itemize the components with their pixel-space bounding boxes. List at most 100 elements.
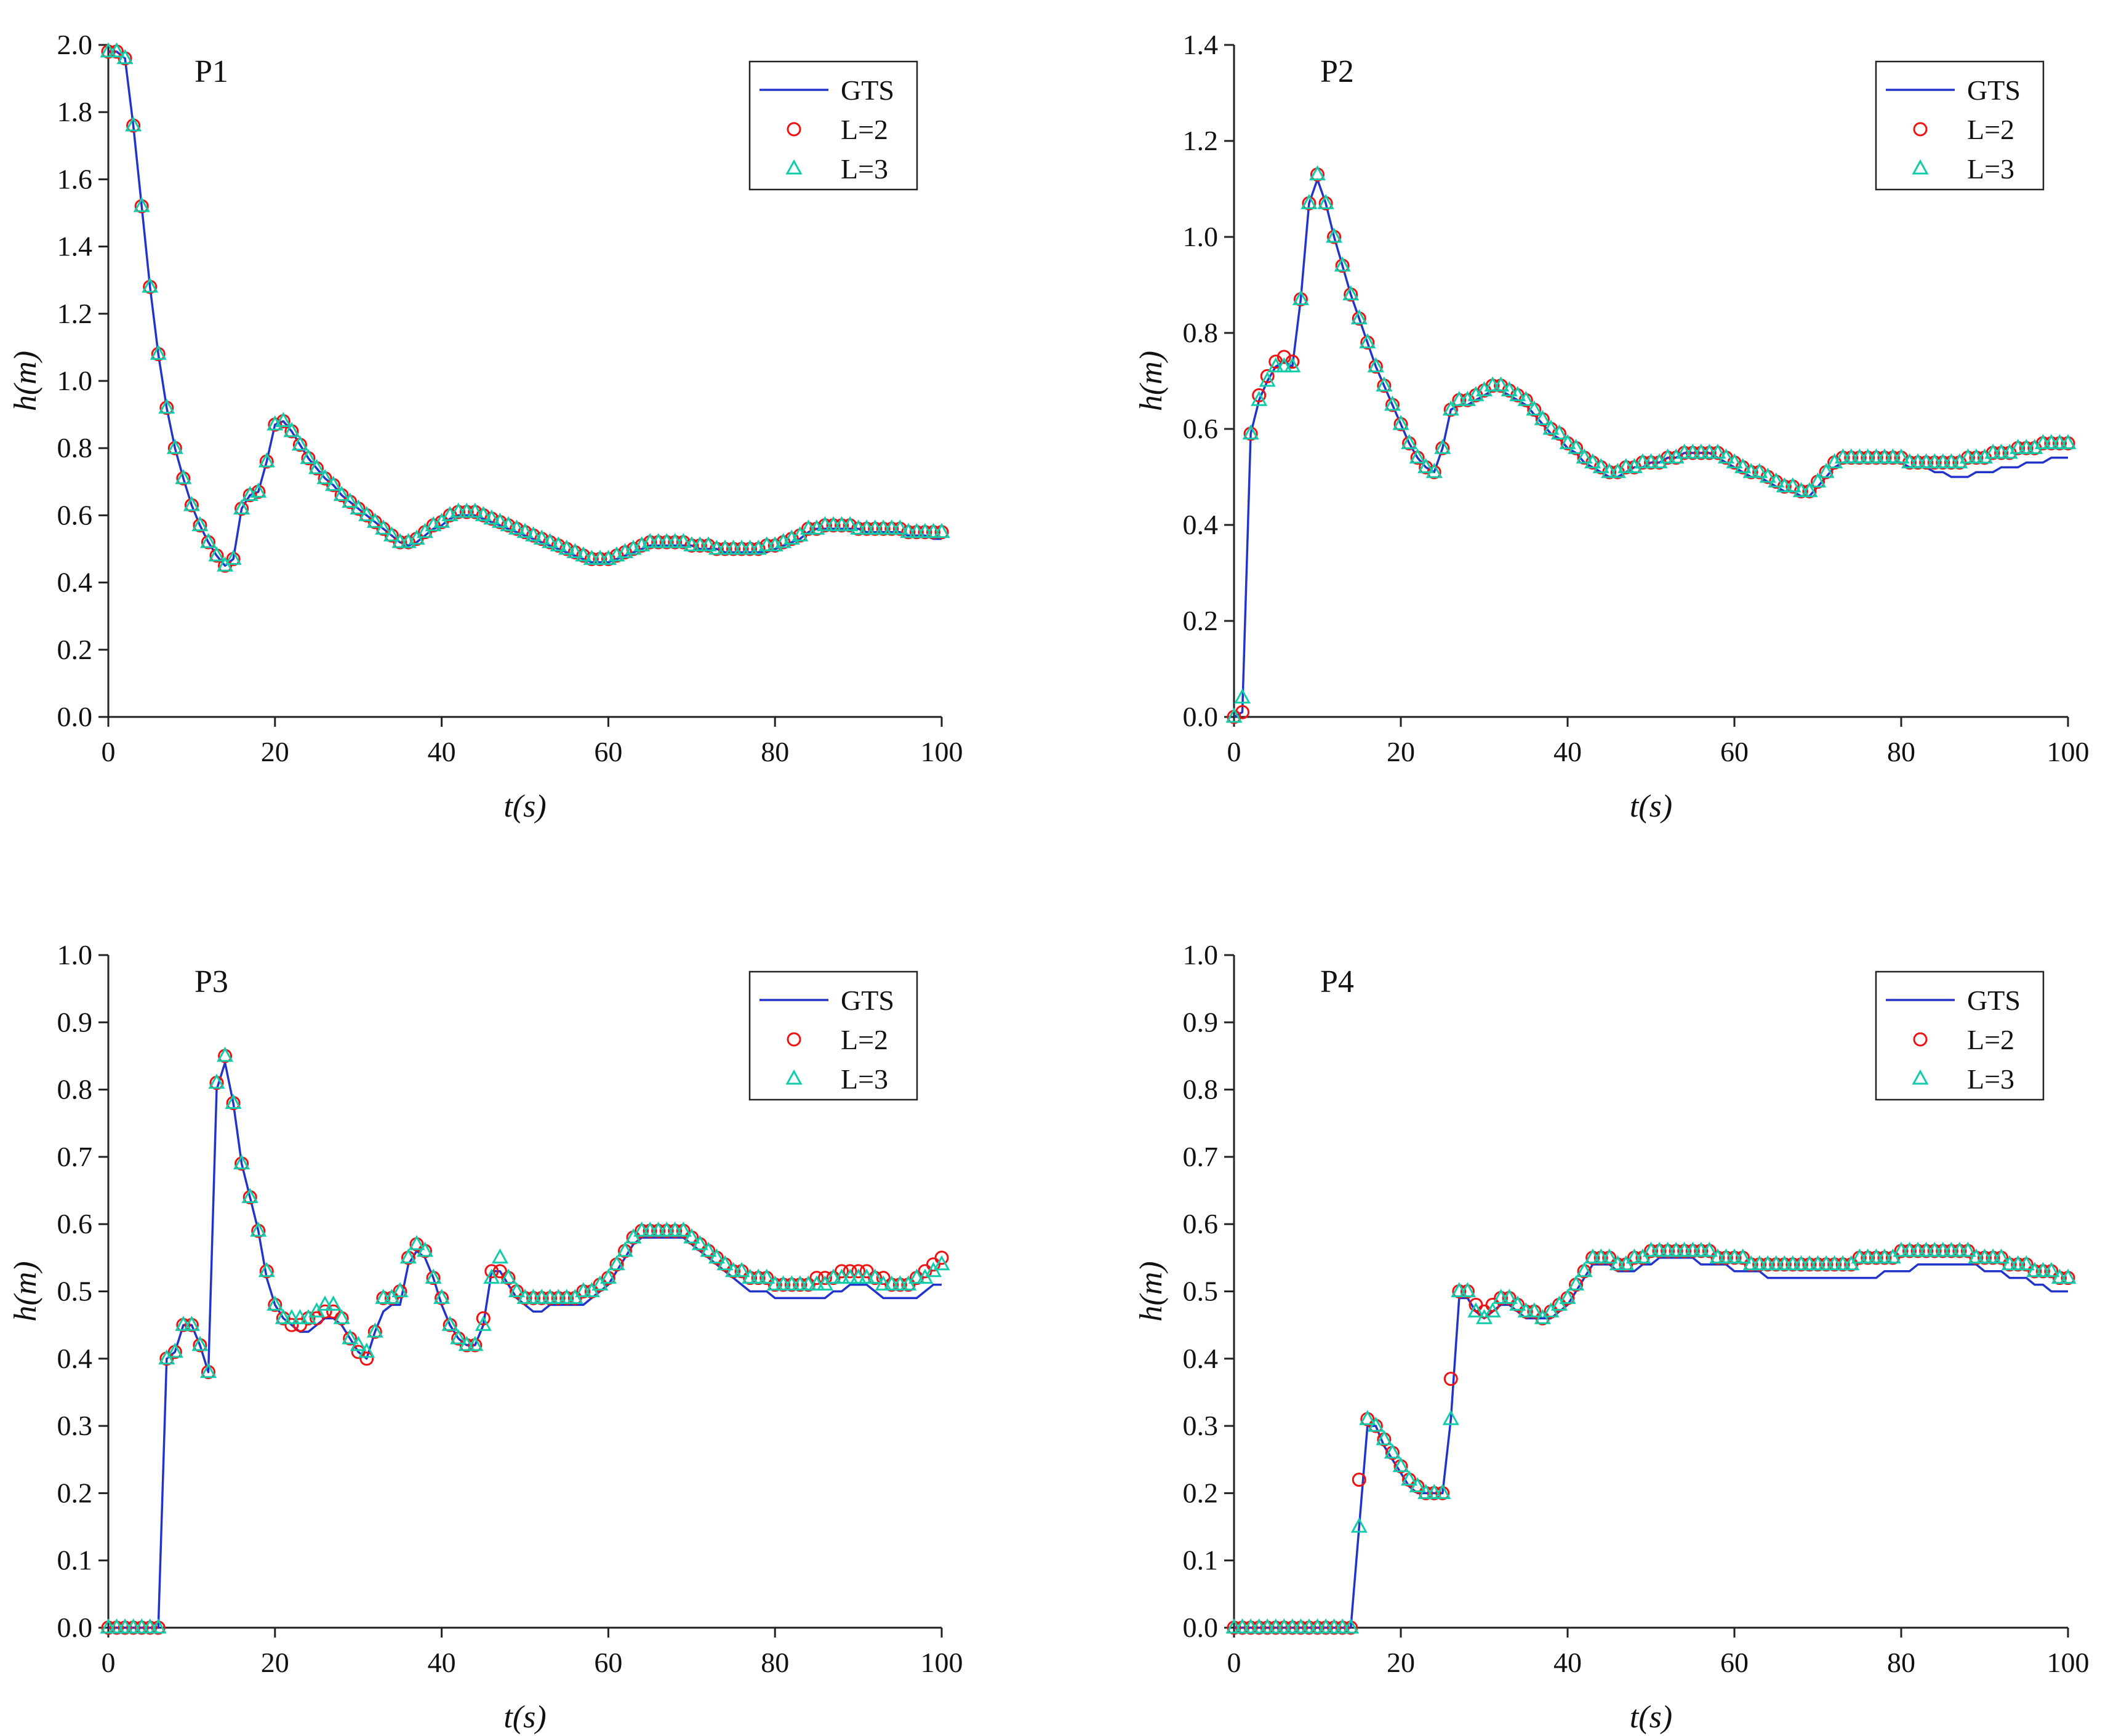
p2-series-l3-point (1859, 448, 1877, 464)
p3-series-l3-point (433, 1289, 451, 1304)
p1-series-l3-point (542, 532, 559, 548)
p2-series-l3-point (2018, 439, 2035, 454)
p2-series-l3-point (1592, 458, 1609, 473)
p4-series-l3-point (1242, 1618, 1259, 1634)
p1-series-l3-point (316, 469, 334, 484)
p2-series-l3-point (1609, 463, 1626, 478)
p2-series-l3-point (1225, 707, 1243, 723)
p3-ytick-label: 0.1 (57, 1545, 93, 1576)
p3-series-l3-point (850, 1268, 867, 1284)
p3-series-l3-point (750, 1268, 767, 1284)
p4-series-l3-point (1501, 1289, 1518, 1304)
p2-series-l3-point (1300, 194, 1318, 209)
p4-series-l3-point (1709, 1248, 1726, 1264)
p2-series-l3-point (1359, 333, 1376, 349)
p4-series-l3-point (1326, 1618, 1343, 1634)
p2-series-l3-point (1451, 391, 1468, 406)
p4-series-l3-point (1926, 1241, 1943, 1257)
p1-series-l3-point (258, 452, 275, 468)
p4-series-l3-point (1592, 1248, 1609, 1264)
p2-ytick-label: 0.8 (1183, 317, 1219, 348)
p4-series-l3-point (1609, 1255, 1626, 1271)
p4-series-l3-point (1726, 1248, 1743, 1264)
p3-series-l3-point (208, 1073, 225, 1089)
p3-series-l3-point (275, 1309, 292, 1324)
p2-series-l3-point (1751, 463, 1768, 478)
p3-series-l3-point (325, 1295, 342, 1311)
p1-ytick-label: 0.6 (57, 499, 93, 530)
p2-xtick-label: 0 (1227, 736, 1241, 767)
p3-ytick-label: 0.4 (57, 1343, 93, 1374)
p1-series-l3-point (591, 550, 609, 565)
p3-ytick-label: 0.6 (57, 1208, 93, 1239)
p3-series-l3-point (258, 1262, 275, 1278)
p2-series-l3-point (1834, 448, 1851, 464)
p3-series-l3-point (350, 1335, 367, 1351)
p1-legend-swatch-l-3 (785, 159, 803, 175)
p4-series-l3-point (1859, 1248, 1877, 1264)
p4-series-l3-point (1342, 1618, 1360, 1634)
p4-series-l3-point (1684, 1241, 1701, 1257)
p4-series-l3-point (1993, 1248, 2010, 1264)
p3-ytick-label: 1.0 (57, 939, 93, 970)
p4-series-l3-point (1359, 1410, 1376, 1425)
p4-series-l2-point (1443, 1372, 1458, 1386)
p1-legend-label-l-3: L=3 (841, 153, 888, 185)
p4-y-axis-label: h(m) (1134, 1261, 1169, 1321)
p2-ytick-label: 1.4 (1183, 29, 1219, 60)
p1-series-l3-point (491, 513, 508, 528)
p4-series-l3-point (1384, 1443, 1401, 1459)
p2-series-l3-point (1576, 448, 1593, 464)
p2-series-l3-point (1233, 688, 1251, 704)
p4-legend-swatch-l-2 (1913, 1032, 1928, 1047)
p3-series-l3-point (716, 1255, 734, 1271)
p2-series-l3-point (1484, 376, 1501, 392)
p4-series-l3-point (1667, 1241, 1685, 1257)
p2-series-l3-point (1568, 439, 1585, 454)
p3-ytick-label: 0.0 (57, 1612, 93, 1643)
p3-series-l3-point (133, 1618, 150, 1634)
p1-series-l3-point (458, 502, 475, 518)
p2-ytick-label: 0.4 (1183, 509, 1219, 540)
p1-series-l3-point (683, 536, 700, 551)
p1-xtick-label: 60 (594, 736, 622, 767)
p3-series-l3-point (633, 1221, 651, 1237)
p3-series-l3-point (191, 1335, 209, 1351)
p3-series-l3-point (125, 1618, 142, 1634)
p4-series-l3-point (1817, 1255, 1835, 1271)
p2-series-l3-point (1542, 419, 1560, 435)
chart-panel-p3: 0.0 0.1 0.2 0.3 0.4 0.5 0.6 0.7 0.8 0.9 1.0 0 20 40 60… (8, 939, 963, 1735)
p1-xtick-label: 40 (428, 736, 456, 767)
p1-series-l3-point (825, 516, 842, 532)
p4-series-l3-point (1484, 1302, 1501, 1318)
p4-series-l3-point (1676, 1241, 1693, 1257)
p1-xtick-label: 80 (761, 736, 789, 767)
p2-series-l3-point (1693, 443, 1710, 459)
p4-series-l3-point (1300, 1618, 1318, 1634)
p1-series-l3-point (233, 499, 250, 514)
p1-series-l3-point (150, 345, 167, 360)
p4-ytick-label: 0.2 (1183, 1477, 1219, 1508)
p4-ytick-label: 0.9 (1183, 1006, 1219, 1038)
p1-series-l3-point (191, 516, 209, 532)
p4-series-l3-point (1334, 1618, 1351, 1634)
p2-series-l3-point (1993, 443, 2010, 459)
p4-x-axis-label: t(s) (1630, 1700, 1672, 1735)
p2-legend-swatch-l-3 (1912, 159, 1929, 175)
p2-series-l3-point (1867, 448, 1885, 464)
p4-series-l3-point (1826, 1255, 1843, 1271)
p3-series-l3-point (291, 1309, 308, 1324)
p4-series-l3-point (1734, 1248, 1752, 1264)
p1-series-l3-point (658, 532, 675, 548)
p2-ytick-label: 1.2 (1183, 125, 1219, 156)
p4-series-l3-point (2043, 1262, 2060, 1278)
p1-legend-box (748, 60, 918, 191)
p2-legend: GTS L=2 L=3 (1875, 60, 2045, 191)
p2-series-l3-point (1926, 453, 1943, 469)
p3-series-l3-point (833, 1268, 851, 1284)
p4-legend-label-gts: GTS (1967, 985, 2021, 1016)
p2-series-l3-point (1784, 477, 1801, 493)
p1-series-l3-point (800, 519, 817, 535)
p3-series-l2-point (284, 1318, 299, 1332)
p2-series-l3-point (1642, 453, 1660, 469)
